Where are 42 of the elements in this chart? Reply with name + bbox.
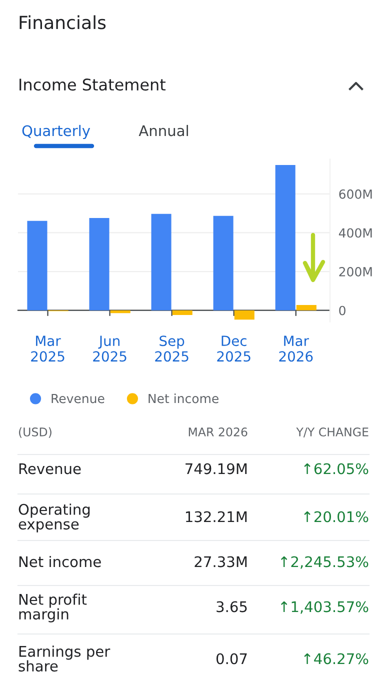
text: 132.21M <box>186 511 247 522</box>
text: 749.19M <box>186 463 247 474</box>
bar <box>89 218 110 310</box>
chart-subtitle: Income Statement <box>20 78 166 91</box>
text: ↑2,245.53% <box>280 556 368 569</box>
bar <box>172 310 192 316</box>
text: ↑20.01% <box>304 511 368 522</box>
x-tick-label: Dec 2025 <box>217 336 250 362</box>
bar <box>151 214 172 310</box>
x-tick-label: Sep 2025 <box>155 336 188 362</box>
y-tick-label: 600M <box>339 189 372 199</box>
text: Net income <box>19 556 101 568</box>
y-tick-label: 200M <box>339 267 372 276</box>
chart-title: Financials <box>20 15 106 30</box>
legend-label: Revenue <box>52 394 104 404</box>
text: Quarterly <box>22 124 90 140</box>
text: Y/Y CHANGE <box>296 427 368 438</box>
text: Revenue <box>19 463 81 474</box>
bar <box>234 310 254 320</box>
text: ↑1,403.57% <box>280 601 368 614</box>
bar <box>213 216 234 310</box>
text: ↑62.05% <box>304 463 368 474</box>
text: 3.65 <box>216 601 247 612</box>
text: MAR 2026 <box>188 427 248 436</box>
x-tick-label: Jun 2025 <box>93 336 126 362</box>
text: Earnings per share <box>18 646 110 672</box>
text: 0.07 <box>216 653 247 664</box>
bar <box>110 310 130 314</box>
text: Net profit margin <box>19 594 87 622</box>
legend-label: Net income <box>148 394 218 404</box>
y-tick-label: 400M <box>338 228 372 238</box>
x-tick-label: Mar 2025 <box>31 336 64 362</box>
text: Operating expense <box>18 504 90 532</box>
y-tick-label: 0 <box>339 306 346 316</box>
text: Annual <box>138 124 188 136</box>
bar <box>27 220 48 310</box>
text: (USD) <box>19 427 52 438</box>
text: ↑46.27% <box>304 653 368 664</box>
bar <box>296 305 316 310</box>
bar <box>275 164 296 310</box>
text: 27.33M <box>194 556 247 568</box>
x-tick-label: Mar 2026 <box>279 336 313 362</box>
